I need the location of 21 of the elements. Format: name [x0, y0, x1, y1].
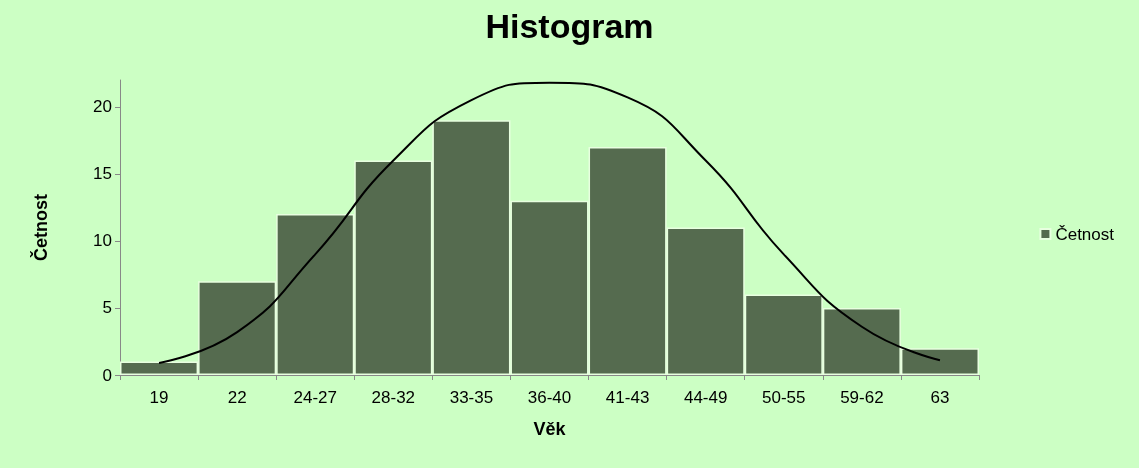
x-tick-label: 44-49 [683, 388, 728, 407]
x-tick-label: 19 [149, 388, 169, 407]
y-tick-label: 0 [102, 365, 112, 385]
x-tick-label: 63 [930, 388, 950, 407]
x-axis-title: Věk [533, 419, 567, 439]
y-tick-label: 10 [93, 231, 112, 251]
x-tick-label: 36-40 [527, 388, 572, 407]
y-tick-label: 5 [102, 298, 112, 318]
x-tick-label: 28-32 [371, 388, 416, 407]
x-tick-label: 24-27 [293, 388, 337, 407]
chart-title: Histogram [485, 7, 654, 45]
x-tick-label: 33-35 [449, 388, 494, 407]
line-series [158, 81, 941, 364]
x-tick-label: 50-55 [762, 388, 806, 407]
x-tick-label: 22 [227, 388, 247, 407]
y-tick-label: 15 [93, 164, 112, 184]
x-tick-label: 41-43 [605, 388, 650, 407]
y-axis-title: Četnost [30, 194, 51, 261]
y-tick-label: 20 [93, 97, 112, 117]
legend-label: Četnost [1055, 224, 1115, 244]
x-tick-label: 59-62 [840, 388, 884, 407]
